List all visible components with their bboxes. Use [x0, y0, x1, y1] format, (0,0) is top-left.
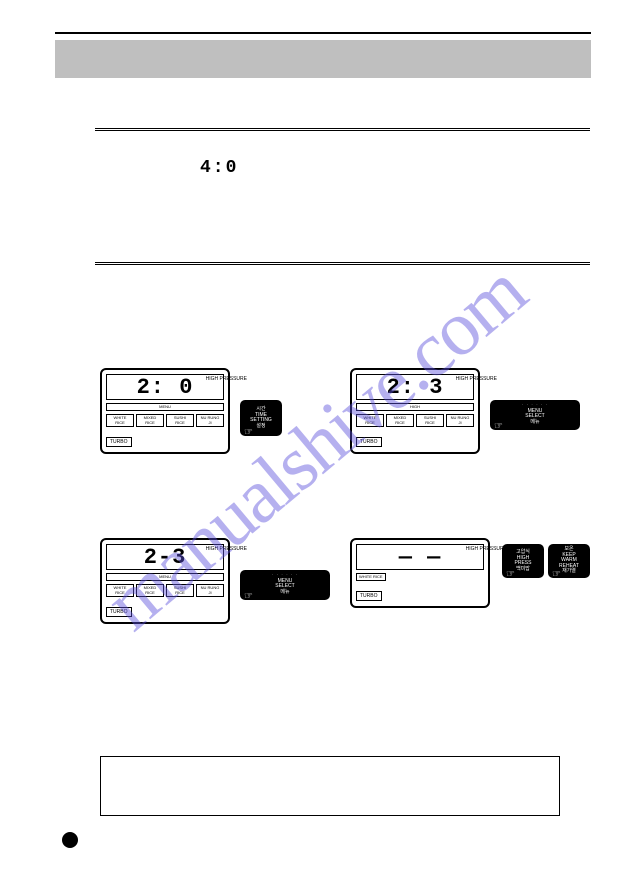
menu-row-1: MENU [106, 573, 224, 581]
panel-group-4: — — HIGH PRESSURE WHITE RICE TURBO 고압식 H… [350, 538, 490, 608]
rice-btn: SUSHI RICE [166, 414, 194, 427]
rice-btn: WHITE RICE [106, 414, 134, 427]
small-time-display: 4:0 [200, 158, 238, 178]
section-divider-1 [95, 128, 590, 131]
lcd-screen: — — HIGH PRESSURE [356, 544, 484, 570]
turbo-label: TURBO [106, 437, 132, 447]
button-text: 설정 [256, 424, 265, 430]
menu-select-button[interactable]: . . . . . . MENU SELECT 메뉴 ☞ [490, 400, 580, 430]
rice-btn: NU RUNG JI [196, 584, 224, 597]
finger-icon: ☞ [552, 569, 561, 580]
lcd-screen: 2-3 HIGH PRESSURE [106, 544, 224, 570]
rice-btn: WHITE RICE [356, 573, 386, 581]
keep-warm-button[interactable]: 보온 KEEP WARM REHEAT 재가열 ☞ [548, 544, 590, 578]
lcd-panel: — — HIGH PRESSURE WHITE RICE TURBO [350, 538, 490, 608]
panel-group-2: 2: 3 HIGH PRESSURE HIGH WHITE RICE MIXED… [350, 368, 480, 454]
rice-btn: NU RUNG JI [196, 414, 224, 427]
top-rule [55, 32, 591, 34]
finger-icon: ☞ [494, 421, 503, 432]
menu-btn: HIGH [356, 403, 474, 411]
menu-row-2: WHITE RICE MIXED RICE SUSHI RICE NU RUNG… [356, 414, 474, 427]
lcd-panel: 2: 3 HIGH PRESSURE HIGH WHITE RICE MIXED… [350, 368, 480, 454]
rice-btn: WHITE RICE [106, 584, 134, 597]
turbo-label: TURBO [356, 437, 382, 447]
pressure-label: HIGH PRESSURE [206, 547, 247, 552]
lcd-screen: 2: 3 HIGH PRESSURE [356, 374, 474, 400]
menu-row-2: WHITE RICE MIXED RICE SUSHI RICE NU RUNG… [106, 584, 224, 597]
finger-icon: ☞ [506, 569, 515, 580]
menu-row-1: HIGH [356, 403, 474, 411]
menu-btn: MENU [106, 403, 224, 411]
dots-indicator: . . . . . . [240, 572, 330, 578]
menu-row: WHITE RICE [356, 573, 484, 581]
panel-group-3: 2-3 HIGH PRESSURE MENU WHITE RICE MIXED … [100, 538, 230, 624]
lcd-digits: — — [399, 545, 442, 570]
lcd-digits: 2: 0 [137, 375, 194, 400]
finger-icon: ☞ [244, 591, 253, 602]
lcd-panel: 2: 0 HIGH PRESSURE MENU WHITE RICE MIXED… [100, 368, 230, 454]
rice-btn: NU RUNG JI [446, 414, 474, 427]
rice-btn: MIXED RICE [386, 414, 414, 427]
rice-btn: MIXED RICE [136, 414, 164, 427]
time-setting-button[interactable]: 시간 TIME SETTING 설정 ☞ [240, 400, 282, 436]
turbo-label: TURBO [106, 607, 132, 617]
rice-btn: SUSHI RICE [166, 584, 194, 597]
pressure-label: HIGH PRESSURE [206, 377, 247, 382]
lcd-screen: 2: 0 HIGH PRESSURE [106, 374, 224, 400]
high-press-button[interactable]: 고압식 HIGH PRESS 백미밥 ☞ [502, 544, 544, 578]
button-left: MENU SELECT 메뉴 [525, 409, 544, 426]
menu-row-2: WHITE RICE MIXED RICE SUSHI RICE NU RUNG… [106, 414, 224, 427]
gray-header-band [55, 40, 591, 78]
lcd-digits: 2: 3 [387, 375, 444, 400]
rice-btn: WHITE RICE [356, 414, 384, 427]
pressure-label: HIGH PRESSURE [466, 547, 507, 552]
note-box [100, 756, 560, 816]
menu-btn: MENU [106, 573, 224, 581]
rice-btn: MIXED RICE [136, 584, 164, 597]
menu-select-button[interactable]: . . . . . . MENU SELECT 메뉴 ☞ [240, 570, 330, 600]
finger-icon: ☞ [244, 427, 253, 438]
dots-indicator: . . . . . . [490, 402, 580, 408]
menu-row-1: MENU [106, 403, 224, 411]
page-number-dot [62, 832, 78, 848]
section-divider-2 [95, 262, 590, 265]
pressure-label: HIGH PRESSURE [456, 377, 497, 382]
lcd-digits: 2-3 [144, 545, 187, 570]
lcd-panel: 2-3 HIGH PRESSURE MENU WHITE RICE MIXED … [100, 538, 230, 624]
turbo-label: TURBO [356, 591, 382, 601]
button-left: MENU SELECT 메뉴 [275, 579, 294, 596]
rice-btn: SUSHI RICE [416, 414, 444, 427]
panel-group-1: 2: 0 HIGH PRESSURE MENU WHITE RICE MIXED… [100, 368, 230, 454]
